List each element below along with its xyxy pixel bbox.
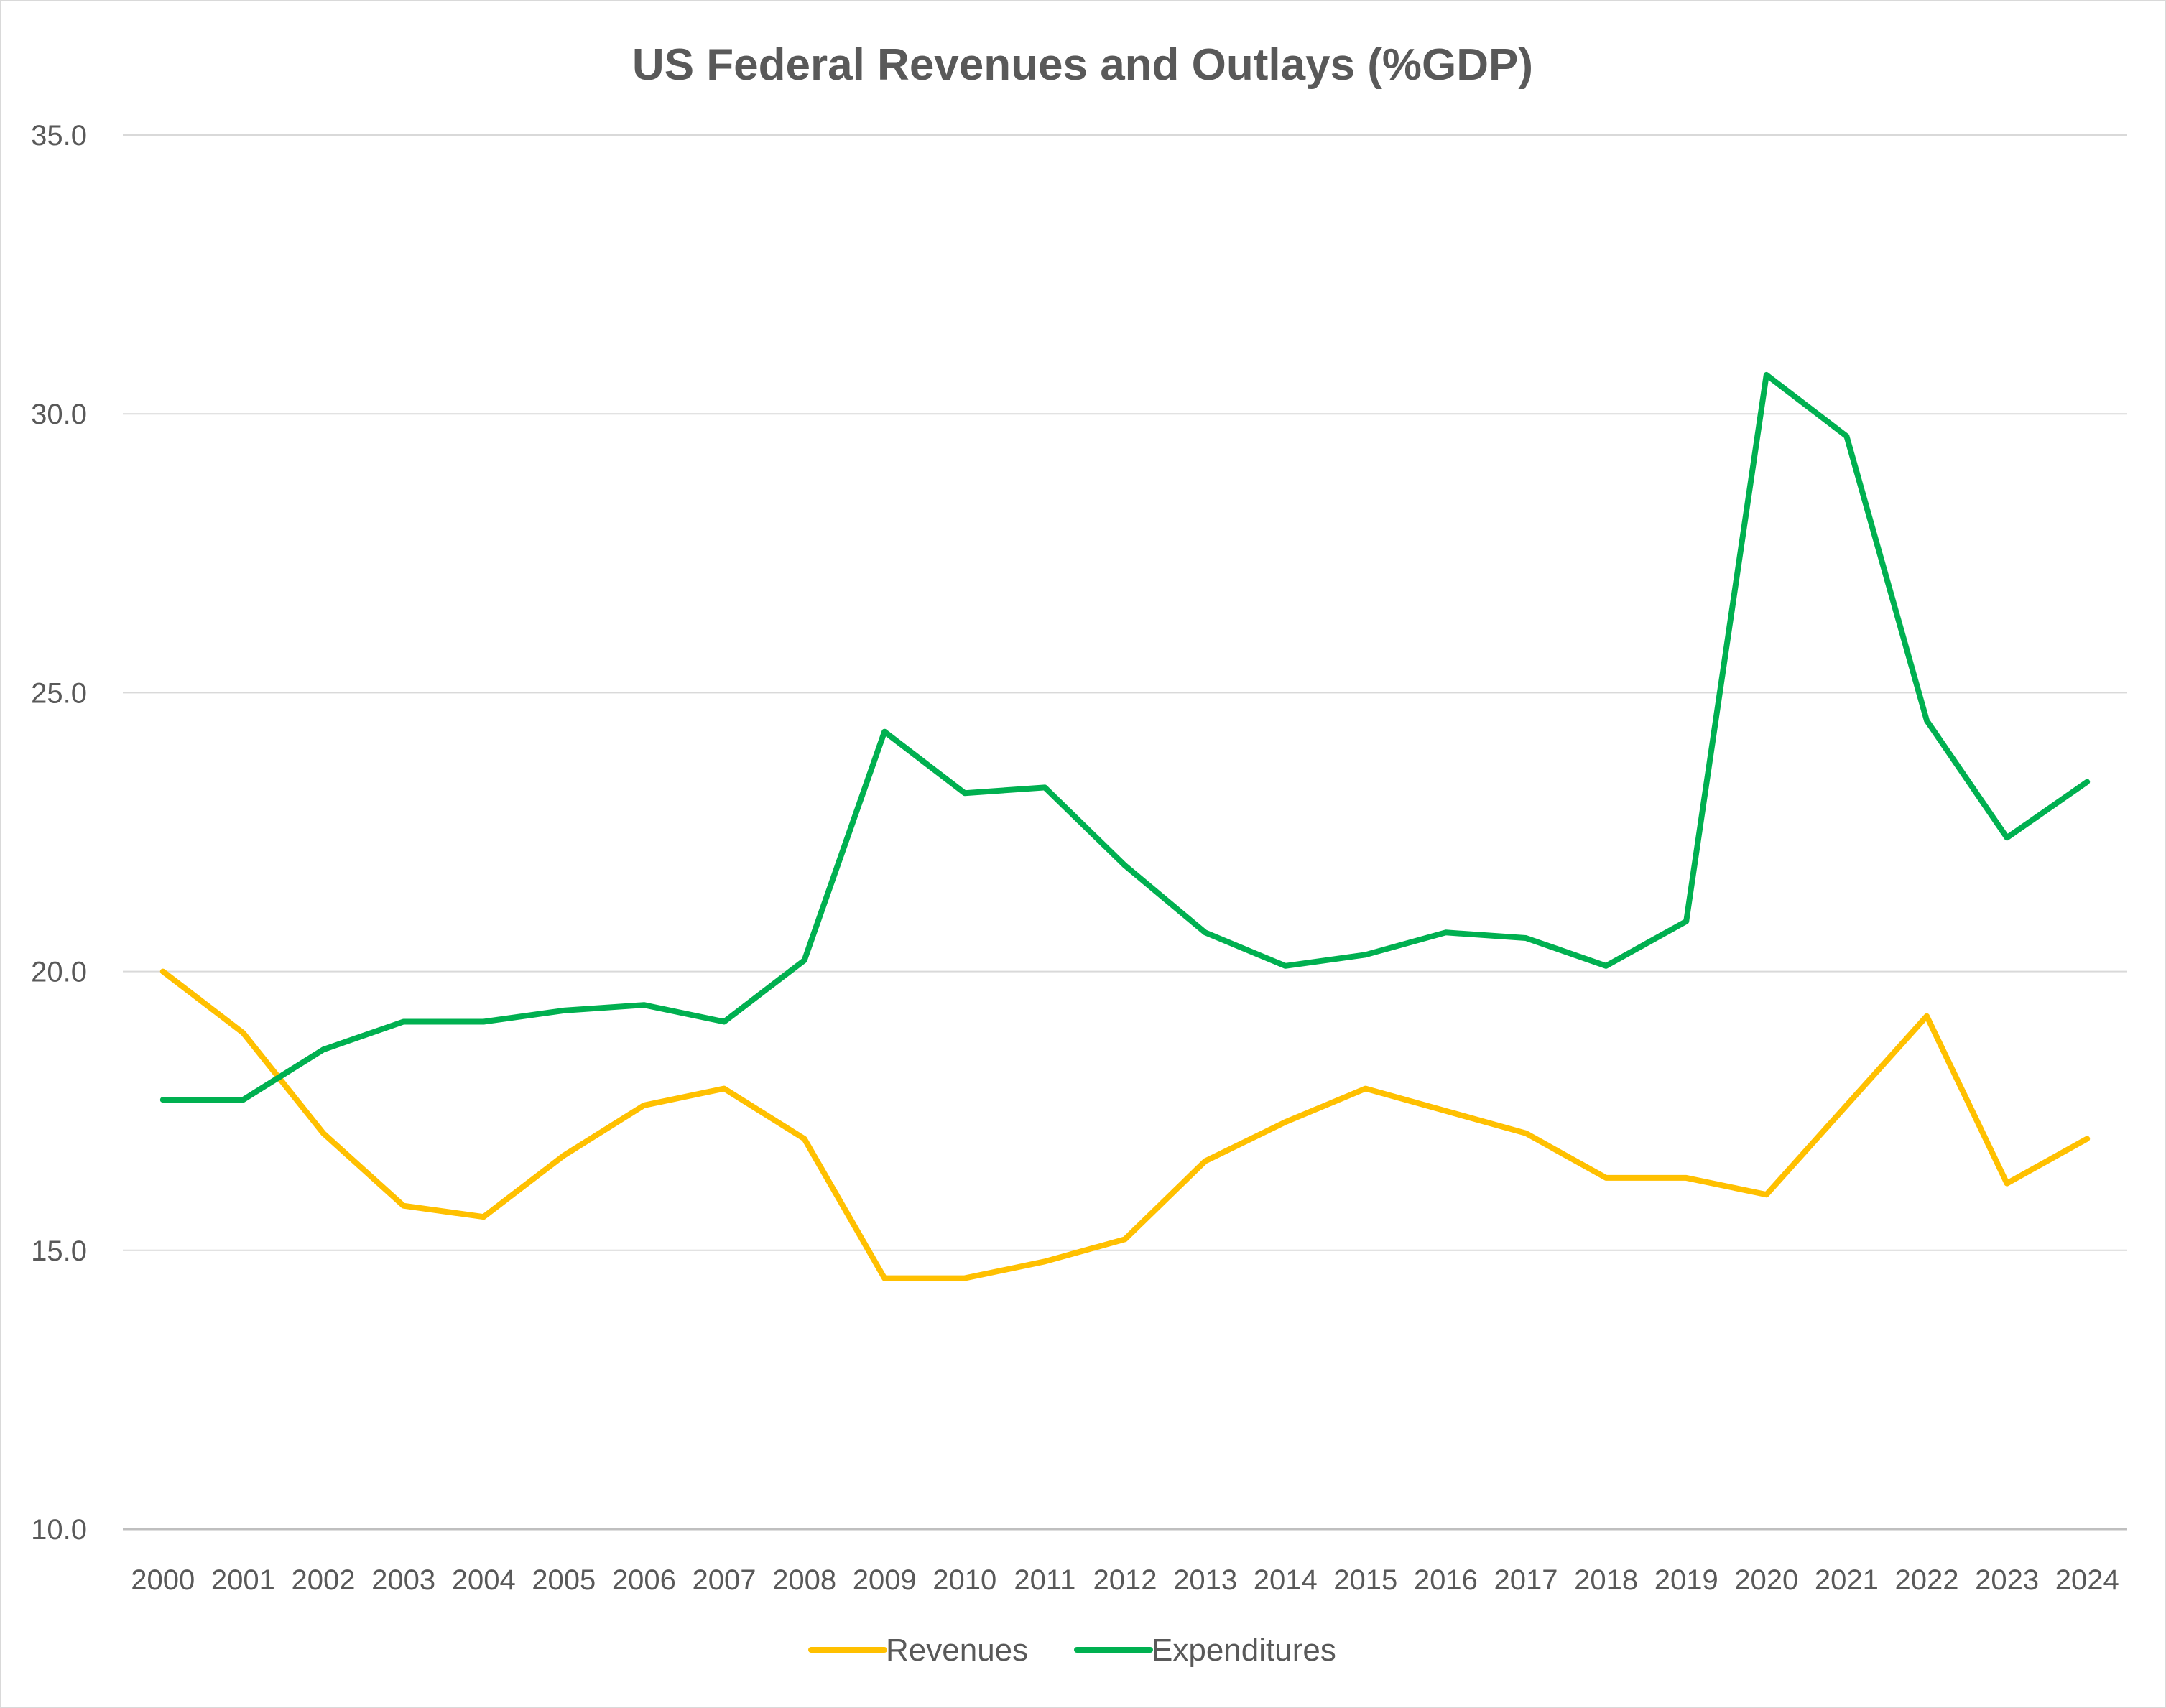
series-line-expenditures [159, 371, 2091, 1103]
x-tick-label: 2020 [1734, 1564, 1798, 1596]
x-tick-label: 2021 [1815, 1564, 1879, 1596]
legend-label: Expenditures [1152, 1633, 1336, 1668]
x-tick-label: 2016 [1414, 1564, 1478, 1596]
y-tick-label: 25.0 [31, 677, 87, 709]
x-tick-label: 2003 [371, 1564, 435, 1596]
series-line-revenues [159, 968, 2091, 1281]
legend: Revenues Expenditures [808, 1633, 1336, 1668]
x-tick-label: 2007 [693, 1564, 756, 1596]
gridlines [123, 134, 2127, 1531]
x-axis-labels: 2000 2001 2002 2003 2004 2005 2006 2007 2008 2009… [131, 1564, 2119, 1596]
series-lines [159, 371, 2091, 1281]
x-tick-label: 2023 [1975, 1564, 2039, 1596]
x-tick-label: 2000 [131, 1564, 195, 1596]
x-tick-label: 2005 [532, 1564, 596, 1596]
x-tick-label: 2022 [1895, 1564, 1959, 1596]
x-tick-label: 2002 [292, 1564, 356, 1596]
y-tick-label: 15.0 [31, 1235, 87, 1267]
x-tick-label: 2018 [1574, 1564, 1638, 1596]
x-tick-label: 2019 [1654, 1564, 1718, 1596]
y-tick-label: 35.0 [31, 120, 87, 152]
legend-item-revenues: Revenues [808, 1633, 1028, 1668]
x-tick-label: 2006 [612, 1564, 676, 1596]
x-tick-label: 2010 [932, 1564, 996, 1596]
x-tick-label: 2024 [2055, 1564, 2119, 1596]
y-tick-label: 10.0 [31, 1514, 87, 1546]
x-tick-label: 2015 [1333, 1564, 1397, 1596]
x-tick-label: 2017 [1494, 1564, 1558, 1596]
x-tick-label: 2012 [1093, 1564, 1157, 1596]
legend-label: Revenues [886, 1633, 1028, 1668]
x-tick-label: 2014 [1254, 1564, 1318, 1596]
x-tick-label: 2001 [211, 1564, 275, 1596]
x-tick-label: 2008 [772, 1564, 836, 1596]
y-tick-label: 20.0 [31, 957, 87, 988]
x-tick-label: 2004 [452, 1564, 516, 1596]
chart-title: US Federal Revenues and Outlays (%GDP) [632, 40, 1533, 90]
x-tick-label: 2011 [1014, 1564, 1075, 1596]
y-axis-labels: 10.0 15.0 20.0 25.0 30.0 35.0 [31, 120, 87, 1546]
legend-item-expenditures: Expenditures [1074, 1633, 1336, 1668]
x-tick-label: 2013 [1173, 1564, 1237, 1596]
x-tick-label: 2009 [853, 1564, 917, 1596]
y-tick-label: 30.0 [31, 399, 87, 430]
